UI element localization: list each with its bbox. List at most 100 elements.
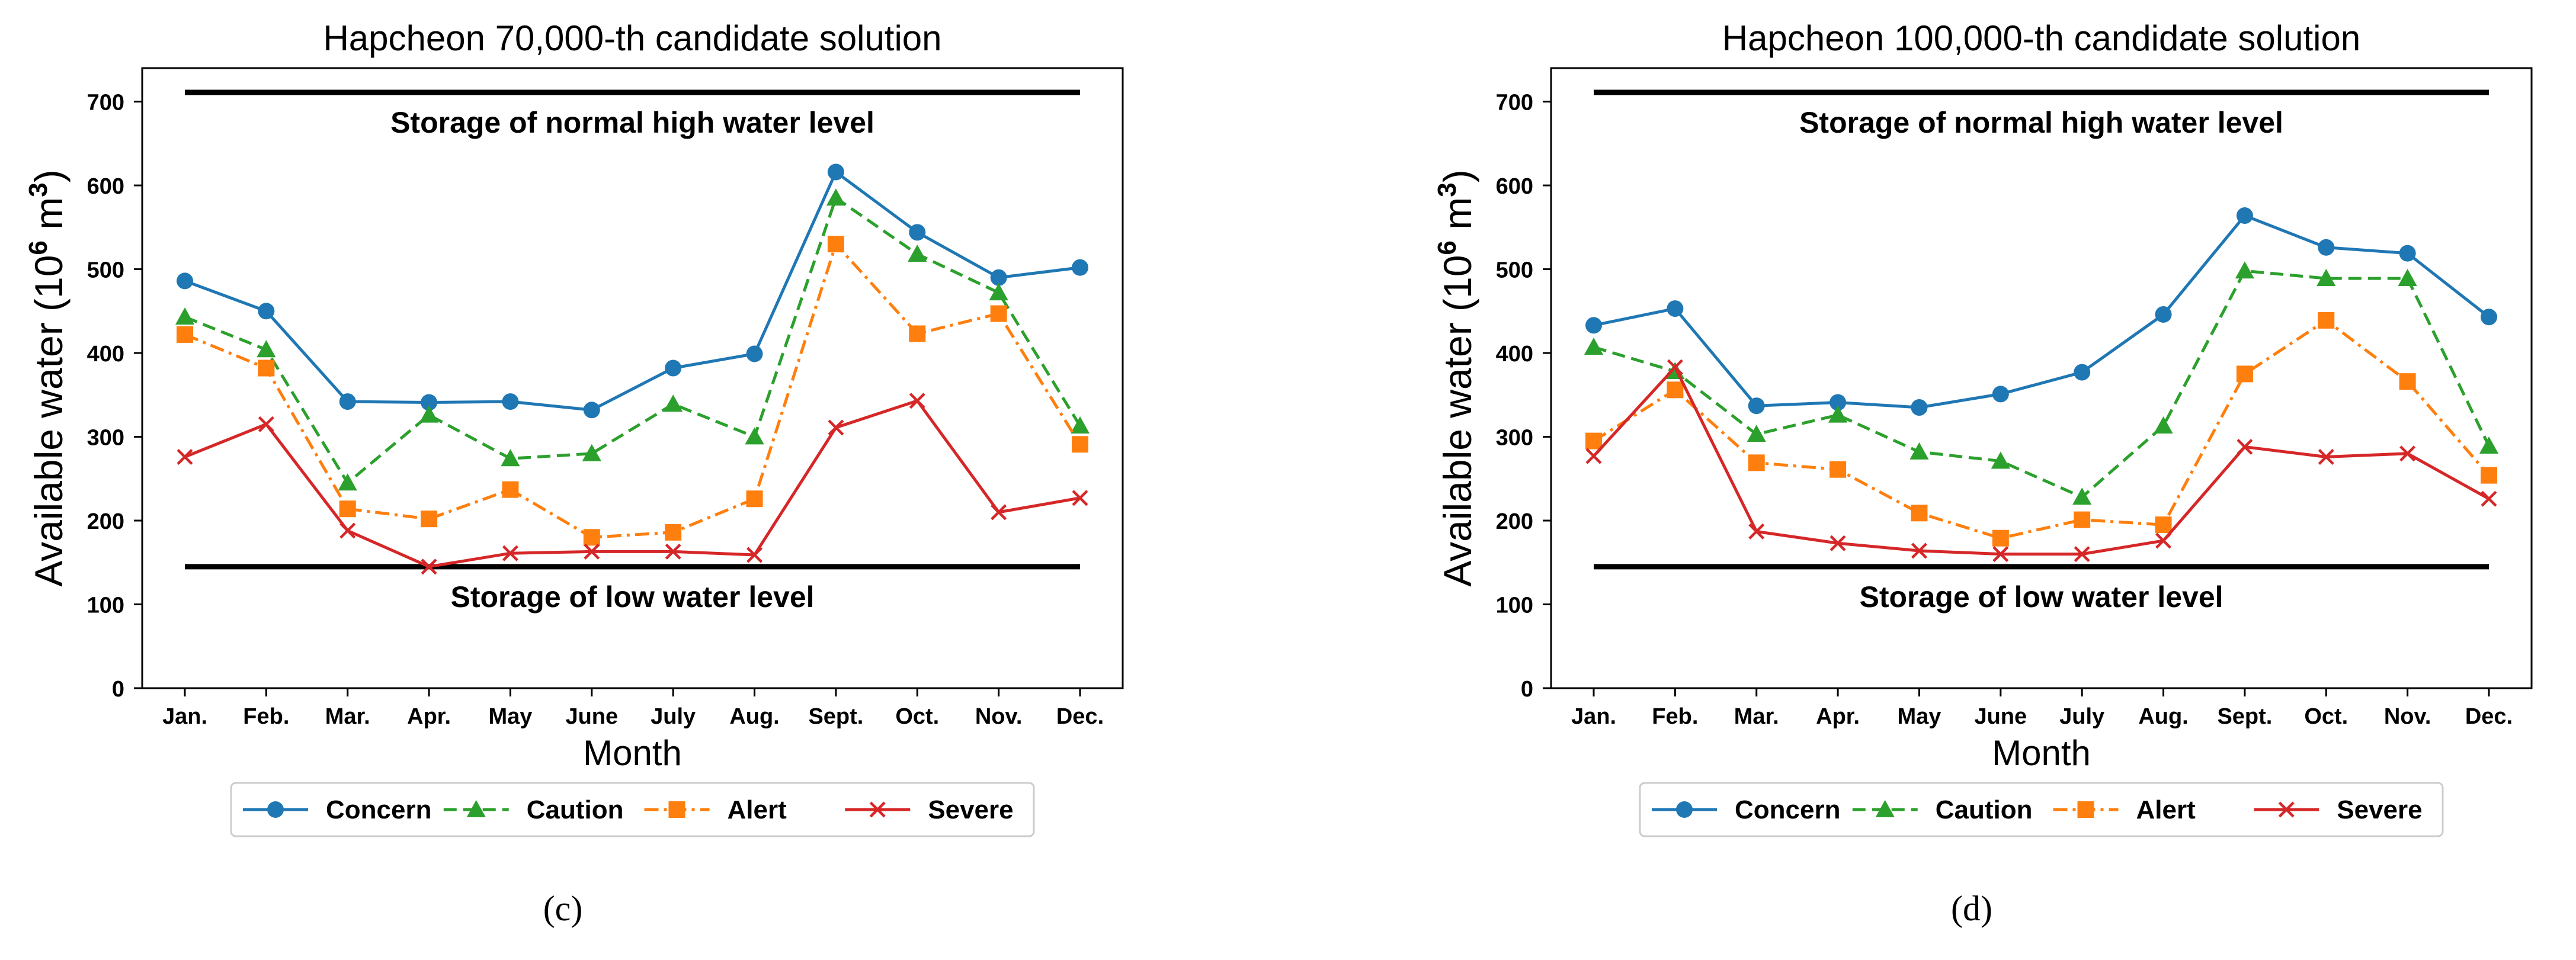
- data-point: [258, 359, 275, 377]
- data-point: [665, 524, 682, 541]
- caption-d: (d): [1951, 889, 1992, 928]
- data-point: [665, 543, 681, 560]
- data-point: [582, 444, 601, 461]
- y-tick-label: 200: [1496, 509, 1533, 534]
- legend-label-caution: Caution: [527, 795, 624, 824]
- series-alert: [1585, 312, 2497, 547]
- data-point: [583, 402, 600, 419]
- legend-label-caution: Caution: [1936, 795, 2033, 824]
- legend-label-concern: Concern: [326, 795, 431, 824]
- legend-box: [1639, 782, 2444, 837]
- y-axis-label: Available water (106 m3): [1433, 169, 1479, 586]
- data-point: [909, 393, 925, 409]
- series-line: [1593, 318, 2490, 540]
- x-tick-label: Dec.: [1056, 704, 1104, 729]
- data-point: [1667, 381, 1684, 399]
- data-point: [583, 529, 600, 546]
- data-point: [2479, 436, 2499, 454]
- data-point: [2235, 261, 2255, 279]
- data-point: [2074, 364, 2091, 381]
- data-point: [1991, 451, 2010, 469]
- x-tick-label: May: [1897, 704, 1941, 729]
- x-tick-label: June: [565, 704, 618, 729]
- data-point: [421, 558, 437, 575]
- data-point: [2399, 245, 2416, 262]
- data-point: [2236, 365, 2253, 383]
- data-point: [1911, 505, 1928, 522]
- data-point: [339, 522, 356, 539]
- y-tick-label: 400: [1496, 342, 1533, 367]
- legend-box: [230, 782, 1035, 837]
- data-point: [175, 307, 195, 325]
- data-point: [2317, 269, 2336, 287]
- y-tick-label: 0: [112, 677, 124, 702]
- y-tick-label: 300: [87, 426, 124, 451]
- data-point: [421, 394, 438, 411]
- legend-label-severe: Severe: [928, 795, 1013, 824]
- x-tick-label: Apr.: [1816, 704, 1860, 729]
- legend-label-alert: Alert: [2136, 795, 2196, 824]
- y-tick-label: 100: [1496, 593, 1533, 618]
- data-point: [1830, 394, 1847, 411]
- data-point: [258, 303, 275, 320]
- data-point: [338, 473, 357, 491]
- data-point: [746, 345, 763, 362]
- high-water-label: Storage of normal high water level: [390, 106, 874, 139]
- data-point: [2481, 490, 2497, 507]
- plot-frame: [141, 67, 1124, 689]
- series-line: [184, 169, 1081, 412]
- data-point: [2154, 416, 2173, 434]
- x-tick-label: Jan.: [162, 704, 207, 729]
- x-tick-label: Feb.: [243, 704, 289, 729]
- data-point: [1747, 425, 1766, 442]
- data-point: [257, 340, 276, 358]
- data-point: [908, 245, 927, 262]
- data-point: [501, 449, 520, 467]
- data-point: [2236, 207, 2253, 224]
- data-point: [2155, 306, 2172, 323]
- legend: Concern Caution Alert Severe: [1639, 782, 2444, 837]
- y-tick-label: 500: [1496, 258, 1533, 283]
- data-point: [2155, 532, 2172, 549]
- plot-frame: [1550, 67, 2533, 689]
- data-point: [419, 405, 439, 423]
- y-axis-label: Available water (106 m3): [24, 169, 71, 586]
- x-tick-label: June: [1974, 704, 2027, 729]
- data-point: [258, 416, 274, 432]
- x-tick-label: Nov.: [2384, 704, 2431, 729]
- data-point: [746, 547, 763, 563]
- legend-marker: [668, 801, 685, 818]
- series-line: [184, 195, 1082, 486]
- series-severe: [177, 393, 1088, 575]
- data-point: [2237, 439, 2253, 455]
- data-point: [991, 504, 1007, 521]
- data-point: [990, 305, 1007, 322]
- data-point: [1911, 399, 1928, 416]
- y-tick-label: 700: [1496, 91, 1533, 115]
- x-tick-label: Dec.: [2465, 704, 2513, 729]
- data-point: [177, 326, 193, 343]
- y-tick-label: 600: [1496, 174, 1533, 199]
- data-point: [2318, 239, 2335, 256]
- data-point: [1992, 546, 2009, 563]
- x-tick-label: July: [2059, 704, 2104, 729]
- data-point: [339, 500, 356, 518]
- data-point: [1070, 416, 1090, 434]
- data-point: [421, 510, 438, 528]
- data-point: [1585, 432, 1602, 450]
- chart-panel-0: Hapcheon 70,000-th candidate solution 0 10…: [24, 18, 1124, 837]
- series-concern: [1585, 207, 2497, 416]
- legend-marker: [1875, 800, 1895, 817]
- data-point: [339, 393, 356, 410]
- data-point: [664, 394, 683, 412]
- x-tick-label: Apr.: [407, 704, 451, 729]
- data-point: [177, 272, 193, 290]
- series-severe: [1585, 359, 2497, 563]
- data-point: [1667, 300, 1684, 317]
- data-point: [2399, 445, 2416, 462]
- data-point: [1667, 359, 1683, 375]
- data-point: [1748, 523, 1765, 540]
- data-point: [746, 490, 763, 508]
- data-point: [2398, 269, 2417, 287]
